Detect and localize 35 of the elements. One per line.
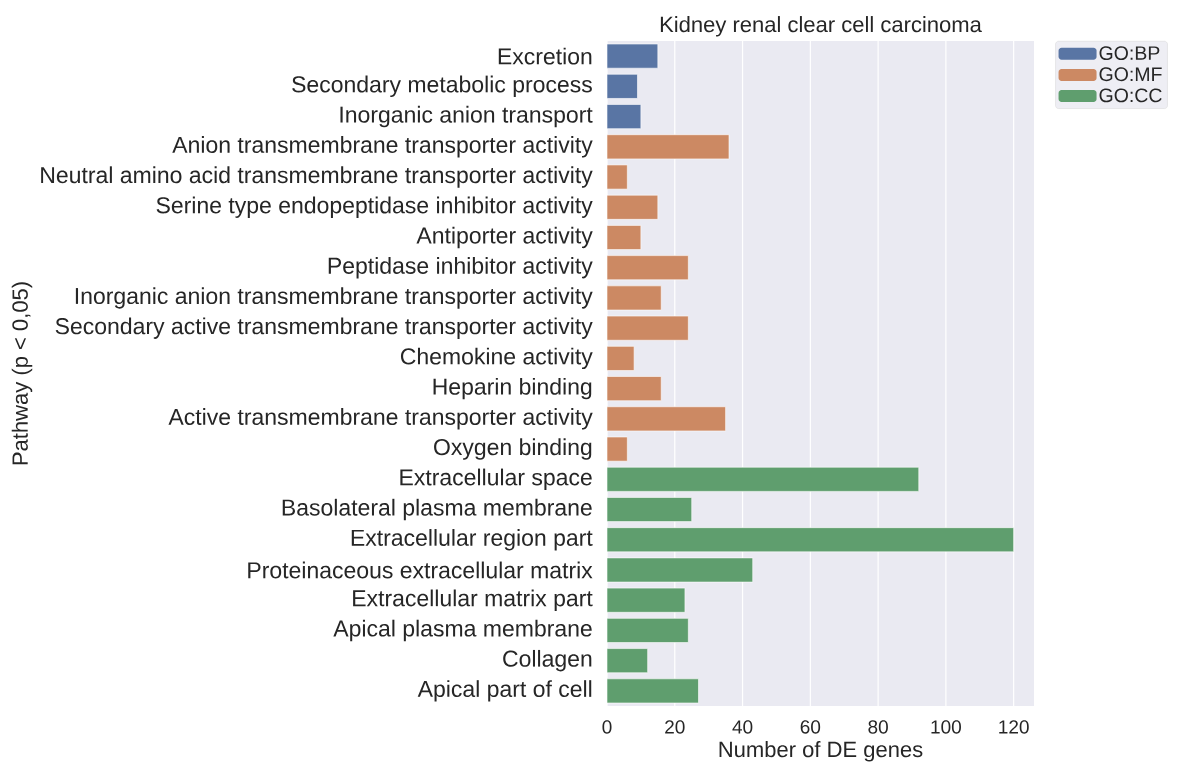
legend-label: GO:BP (1099, 46, 1160, 61)
chart-title: Kidney renal clear cell carcinoma (660, 16, 982, 37)
y-tick-label: Excretion (498, 47, 592, 65)
y-tick-label: Apical part of cell (417, 680, 592, 702)
y-tick-label: Serine type endopeptidase inhibitor activity (156, 196, 593, 218)
x-tick-label: 80 (868, 720, 888, 734)
y-tick-label: Extracellular matrix part (353, 589, 593, 611)
y-tick-label: Antiporter activity (416, 226, 593, 249)
x-tick-label: 0 (602, 720, 612, 734)
y-tick-label: Proteinaceous extracellular matrix (248, 561, 593, 579)
legend-label: GO:CC (1099, 88, 1162, 103)
x-tick-label: 120 (999, 720, 1029, 734)
x-tick-label: 100 (931, 720, 961, 734)
legend-label: GO:MF (1099, 67, 1162, 82)
x-axis-title: Number of DE genes (719, 741, 923, 762)
y-tick-label: Inorganic anion transmembrane transporter activity (75, 287, 593, 309)
x-tick-label: 20 (665, 720, 685, 734)
y-tick-label: Neutral amino acid transmembrane transporter activity (41, 166, 593, 188)
x-tick-label: 60 (800, 720, 821, 734)
y-tick-label: Extracellular region part (351, 529, 593, 551)
y-tick-label: Heparin binding (433, 377, 592, 400)
y-axis-title: Pathway (p < 0,05) (11, 282, 33, 465)
y-tick-label: Oxygen binding (434, 438, 592, 460)
y-tick-label: Apical plasma membrane (333, 619, 592, 642)
x-tick-label: 40 (732, 720, 753, 734)
y-tick-label: Anion transmembrane transporter activity (172, 136, 593, 158)
y-tick-label: Inorganic anion transport (340, 105, 593, 128)
y-tick-label: Peptidase inhibitor activity (328, 256, 593, 279)
y-tick-label: Secondary active transmembrane transporter activity (55, 317, 593, 339)
y-tick-label: Chemokine activity (400, 347, 593, 370)
y-tick-label: Basolateral plasma membrane (282, 498, 592, 521)
y-tick-label: Collagen (503, 649, 592, 672)
y-tick-label: Secondary metabolic process (292, 75, 592, 98)
y-tick-label: Active transmembrane transporter activity (168, 408, 593, 430)
y-tick-label: Extracellular space (400, 468, 592, 491)
